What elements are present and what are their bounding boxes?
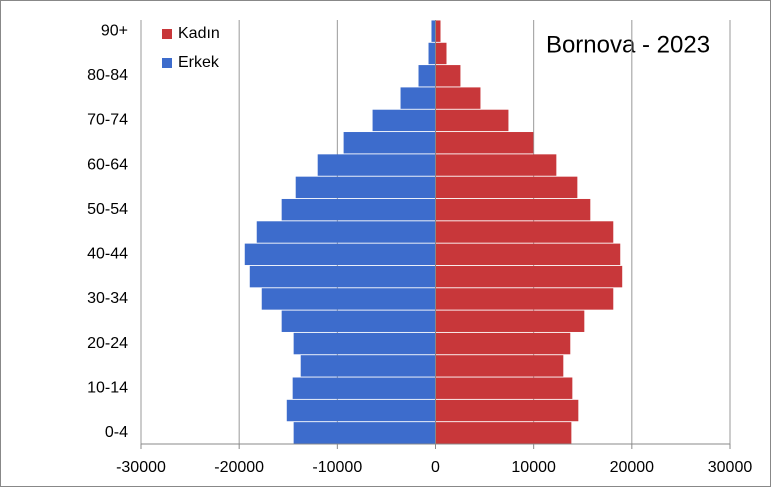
legend-label: Kadın: [178, 25, 220, 42]
bar: [435, 132, 534, 154]
bar: [435, 377, 573, 399]
bar: [418, 65, 436, 87]
x-tick-label: -20000: [214, 459, 264, 476]
bar: [293, 422, 436, 444]
bar: [435, 422, 572, 444]
bar: [261, 288, 436, 310]
bar: [244, 243, 436, 266]
y-tick-label: 50-54: [87, 201, 128, 218]
bar: [435, 87, 481, 109]
bar: [435, 65, 461, 87]
bar: [435, 154, 557, 176]
x-tick-label: 0: [431, 459, 440, 476]
bar: [293, 332, 436, 355]
bar: [286, 399, 436, 422]
bar: [435, 310, 585, 332]
y-tick-label: 80-84: [87, 67, 128, 84]
bar: [343, 132, 436, 154]
bar: [256, 221, 436, 243]
bar: [435, 20, 441, 42]
bar: [435, 198, 591, 221]
bar: [281, 310, 436, 332]
bar: [435, 288, 614, 310]
y-tick-label: 30-34: [87, 290, 128, 307]
bar: [435, 221, 614, 243]
x-tick-label: 20000: [610, 459, 655, 476]
bar: [292, 377, 436, 399]
bar: [295, 176, 436, 199]
bar: [435, 176, 578, 199]
bar: [249, 265, 436, 288]
x-tick-label: 30000: [708, 459, 753, 476]
bar: [435, 265, 623, 288]
bar: [431, 20, 436, 42]
annotation: Bornova - 2023: [546, 31, 710, 58]
y-tick-label: 70-74: [87, 112, 128, 129]
y-tick-label: 0-4: [105, 424, 128, 441]
bar: [281, 198, 436, 221]
bar: [435, 42, 447, 65]
bar: [428, 42, 436, 65]
legend-swatch: [162, 58, 172, 68]
legend-swatch: [162, 29, 172, 39]
bar: [400, 87, 436, 109]
y-tick-label: 40-44: [87, 246, 128, 263]
bar: [300, 355, 436, 377]
legend-label: Erkek: [178, 54, 220, 71]
bar: [435, 355, 564, 377]
bar: [372, 109, 436, 132]
y-tick-label: 20-24: [87, 335, 128, 352]
bar: [317, 154, 436, 176]
bar: [435, 109, 509, 132]
bar: [435, 332, 571, 355]
x-tick-label: 10000: [511, 459, 556, 476]
y-tick-label: 60-64: [87, 156, 128, 173]
x-tick-label: -30000: [116, 459, 166, 476]
bar: [435, 243, 621, 266]
y-tick-label: 10-14: [87, 379, 128, 396]
y-tick-label: 90+: [101, 22, 128, 39]
bar: [435, 399, 579, 422]
x-tick-label: -10000: [312, 459, 362, 476]
